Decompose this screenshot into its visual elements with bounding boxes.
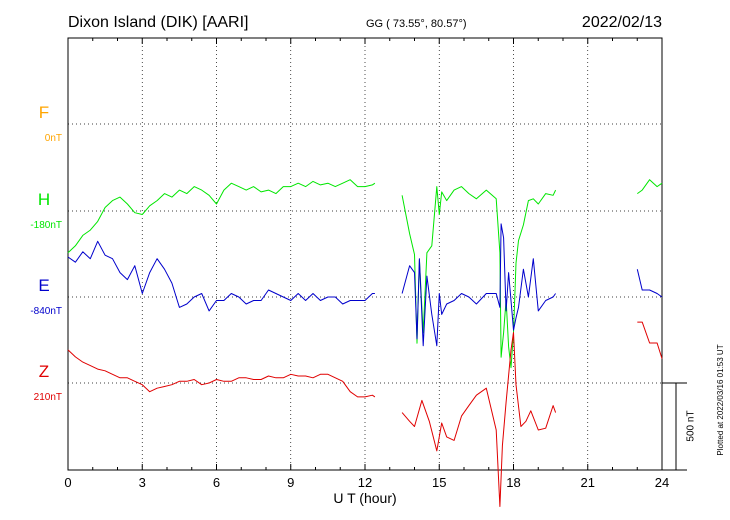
series-line-e: [67, 240, 375, 312]
series-baseline-z: 210nT: [34, 392, 62, 403]
series-baseline-f: 0nT: [45, 133, 62, 144]
series-line-e: [636, 269, 663, 298]
series-line-h: [401, 186, 557, 369]
series-label-h: H: [38, 190, 50, 209]
station-title: Dixon Island (DIK) [AARI]: [68, 14, 249, 31]
series-labels: F 0nT H -180nT E -840nT Z 210nT: [30, 103, 62, 403]
x-tick-label: 18: [506, 475, 520, 490]
x-tick-label: 24: [655, 475, 669, 490]
x-axis: 0 3 6 9 12 15 18 21 24: [64, 38, 669, 490]
series-baseline-e: -840nT: [30, 306, 62, 317]
x-tick-label: 15: [432, 475, 446, 490]
grid: [68, 38, 662, 470]
series-line-z: [637, 321, 663, 359]
x-tick-label: 6: [213, 475, 220, 490]
scale-bar: 500 nT: [662, 382, 697, 471]
x-tick-label: 9: [287, 475, 294, 490]
series-line-z: [401, 332, 557, 507]
x-tick-label: 12: [358, 475, 372, 490]
series-line-h: [637, 179, 663, 195]
plotted-note: Plotted at 2022/03/16 01:53 UT: [716, 344, 725, 455]
series-line-e: [401, 223, 557, 347]
series-line-z: [67, 349, 376, 398]
x-tick-label: 21: [581, 475, 595, 490]
station-coordinates: GG ( 73.55°, 80.57°): [366, 18, 467, 30]
scale-bar-label: 500 nT: [686, 410, 697, 441]
series-label-z: Z: [39, 362, 49, 381]
series-label-f: F: [39, 103, 49, 122]
series-layer: [67, 179, 663, 507]
x-tick-label: 3: [139, 475, 146, 490]
series-line-h: [67, 179, 376, 254]
series-baseline-h: -180nT: [30, 220, 62, 231]
series-label-e: E: [38, 276, 49, 295]
x-tick-label: 0: [64, 475, 71, 490]
date-label: 2022/02/13: [582, 14, 662, 31]
x-axis-label: U T (hour): [333, 490, 396, 506]
